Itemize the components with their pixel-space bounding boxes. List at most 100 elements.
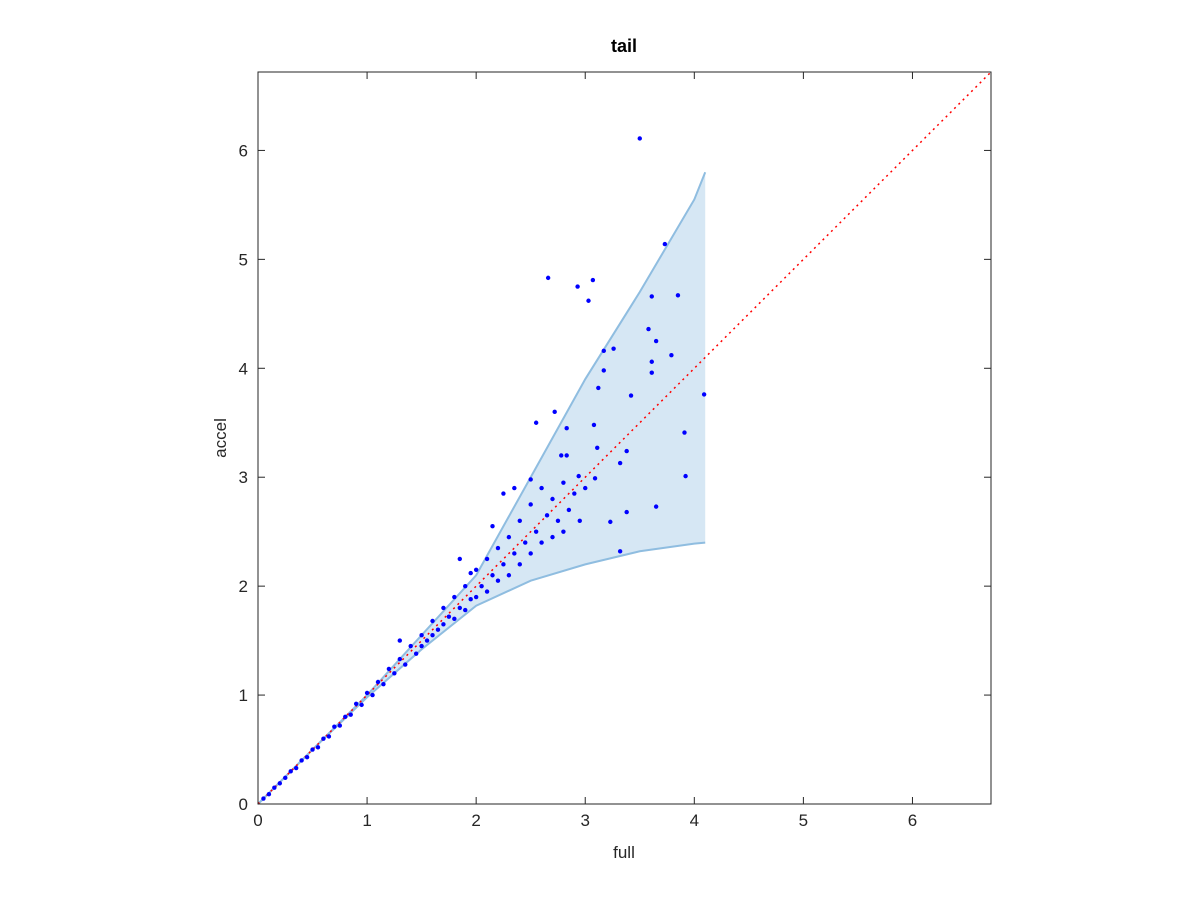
data-point <box>617 460 623 466</box>
data-point <box>266 791 272 797</box>
data-point <box>624 509 629 515</box>
reference-line <box>257 71 992 805</box>
data-point <box>545 275 551 281</box>
data-point <box>550 496 555 502</box>
data-point <box>646 326 651 332</box>
chart-title: tail <box>611 36 637 56</box>
data-point <box>512 485 517 491</box>
data-point <box>424 638 430 643</box>
data-point <box>392 671 397 676</box>
data-point <box>506 534 512 540</box>
x-tick-label: 2 <box>471 811 480 830</box>
data-point <box>430 618 435 624</box>
data-point <box>435 627 441 632</box>
y-axis-label: accel <box>211 418 230 458</box>
data-point <box>413 651 419 656</box>
data-point <box>555 518 561 523</box>
data-point <box>288 769 293 774</box>
data-point <box>649 359 654 364</box>
data-point <box>591 422 597 428</box>
data-point <box>490 524 495 529</box>
data-point <box>484 556 490 562</box>
data-point <box>430 632 435 638</box>
data-point <box>682 430 687 435</box>
data-point <box>332 724 337 729</box>
data-point <box>539 485 544 491</box>
data-point <box>484 589 490 594</box>
data-point <box>441 622 446 627</box>
data-point <box>473 594 479 600</box>
data-point <box>283 775 288 781</box>
data-point <box>452 616 457 622</box>
data-point <box>528 551 533 556</box>
data-point <box>463 583 468 589</box>
data-point <box>595 445 600 451</box>
data-point <box>669 353 674 358</box>
data-point <box>611 346 616 351</box>
data-point <box>457 605 462 611</box>
y-tick-label: 3 <box>239 468 248 487</box>
data-point <box>473 567 479 573</box>
x-tick-label: 5 <box>799 811 808 830</box>
data-point <box>277 781 283 786</box>
data-point <box>561 480 566 485</box>
data-point <box>299 758 304 763</box>
data-point <box>566 507 572 513</box>
data-point <box>675 293 681 298</box>
data-point <box>364 690 370 696</box>
x-axis-label: full <box>613 843 635 862</box>
data-point <box>590 277 596 283</box>
data-point <box>552 409 557 415</box>
data-point <box>564 453 569 458</box>
data-point <box>628 393 634 398</box>
data-point <box>408 643 413 649</box>
data-point <box>662 241 668 247</box>
data-point <box>326 734 332 739</box>
data-point <box>637 136 642 141</box>
data-point <box>592 476 598 481</box>
data-point <box>517 562 522 567</box>
data-point <box>608 519 613 525</box>
data-point <box>397 638 403 643</box>
data-point <box>337 723 343 728</box>
data-point <box>446 614 452 619</box>
data-point <box>419 632 424 638</box>
data-point <box>544 513 550 518</box>
x-tick-label: 0 <box>253 811 262 830</box>
data-point <box>683 473 688 479</box>
x-tick-label: 1 <box>362 811 371 830</box>
data-point <box>561 529 566 534</box>
data-point <box>468 570 473 576</box>
data-point <box>617 549 623 554</box>
data-point <box>575 284 580 289</box>
data-point <box>576 473 581 479</box>
data-point <box>577 518 582 523</box>
y-tick-label: 6 <box>239 141 248 160</box>
y-tick-label: 4 <box>239 359 248 378</box>
data-point <box>353 701 359 706</box>
data-point <box>375 679 381 685</box>
data-point <box>495 545 501 551</box>
y-tick-label: 1 <box>239 686 248 705</box>
data-point <box>419 643 424 649</box>
data-point <box>528 477 533 482</box>
data-point <box>596 385 601 391</box>
data-point <box>653 338 659 344</box>
data-point <box>452 594 457 600</box>
x-tick-label: 6 <box>908 811 917 830</box>
data-point <box>441 605 446 611</box>
data-point <box>359 702 364 708</box>
data-point <box>272 785 277 790</box>
data-point <box>701 392 707 397</box>
data-point <box>386 666 392 672</box>
data-point <box>315 745 321 750</box>
data-point <box>501 491 506 496</box>
data-point <box>343 714 348 720</box>
data-point <box>601 368 606 373</box>
data-point <box>310 747 315 752</box>
data-point <box>403 662 408 667</box>
data-point <box>550 534 555 540</box>
data-point <box>293 765 299 771</box>
